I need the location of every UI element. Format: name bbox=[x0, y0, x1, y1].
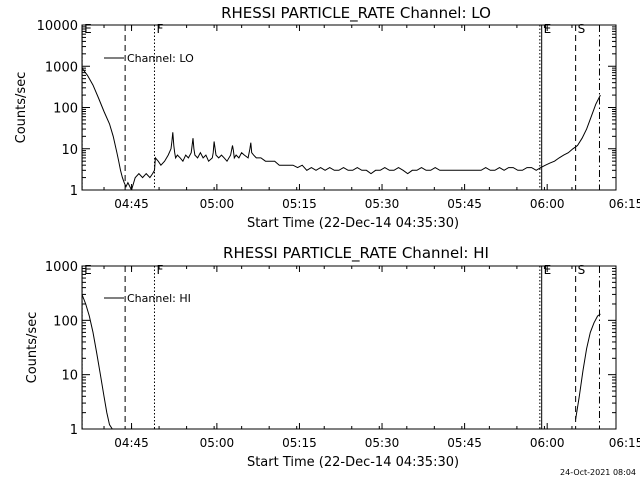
panel-2-y-axis-label: Counts/sec bbox=[25, 312, 40, 384]
panel-1-x-tick-label: 06:00 bbox=[530, 197, 565, 211]
panel-2-x-tick-label: 05:45 bbox=[447, 436, 482, 450]
panel-1-marker-label: F bbox=[156, 22, 163, 36]
panel-1-x-axis-label: Start Time (22-Dec-14 04:35:30) bbox=[247, 216, 459, 231]
panel-2-series-line bbox=[575, 313, 601, 420]
panel-1-marker-label: E bbox=[84, 22, 92, 36]
panel-2-x-axis-label: Start Time (22-Dec-14 04:35:30) bbox=[247, 455, 459, 470]
panel-1-x-tick-label: 05:30 bbox=[365, 197, 400, 211]
panel-1-x-tick-label: 06:15 bbox=[609, 197, 640, 211]
panel-2-x-tick-label: 05:30 bbox=[365, 436, 400, 450]
panel-1-x-tick-label: 05:00 bbox=[200, 197, 235, 211]
panel-1-y-axis-label: Counts/sec bbox=[14, 72, 29, 144]
panel-2-x-tick-label: 04:45 bbox=[114, 436, 149, 450]
panel-2-y-tick-label: 100 bbox=[53, 314, 78, 329]
panel-1-x-tick-label: 04:45 bbox=[114, 197, 149, 211]
panel-2-x-tick-label: 05:15 bbox=[282, 436, 317, 450]
panel-1-legend-label: Channel: LO bbox=[127, 52, 194, 65]
panel-1-series-line bbox=[82, 67, 601, 190]
panel-1-y-tick-label: 100 bbox=[53, 102, 78, 117]
panel-1-marker-label: E bbox=[544, 22, 552, 36]
panel-2-series-line bbox=[82, 294, 113, 429]
panel-2-y-tick-label: 1000 bbox=[45, 260, 78, 275]
footer-timestamp: 24-Oct-2021 08:04 bbox=[560, 468, 636, 477]
panel-2-title: RHESSI PARTICLE_RATE Channel: HI bbox=[223, 244, 489, 263]
panel-1-x-tick-label: 05:15 bbox=[282, 197, 317, 211]
panel-2-x-tick-label: 06:00 bbox=[530, 436, 565, 450]
panel-2-marker-label: E bbox=[84, 263, 92, 277]
panel-2-marker-label: S bbox=[578, 263, 586, 277]
panel-1-x-tick-label: 05:45 bbox=[447, 197, 482, 211]
panel-1-y-tick-label: 1000 bbox=[45, 60, 78, 75]
panel-2-x-tick-label: 05:00 bbox=[200, 436, 235, 450]
panel-2-y-tick-label: 1 bbox=[70, 423, 78, 438]
panel-2-legend-label: Channel: HI bbox=[127, 292, 191, 305]
panel-1-y-tick-label: 10000 bbox=[37, 19, 78, 34]
panel-1-y-tick-label: 1 bbox=[70, 184, 78, 199]
panel-2-marker-label: F bbox=[156, 263, 163, 277]
panel-1-marker-label: S bbox=[578, 22, 586, 36]
panel-2-y-tick-label: 10 bbox=[61, 369, 78, 384]
panel-2-marker-label: E bbox=[544, 263, 552, 277]
panel-1-y-tick-label: 10 bbox=[61, 143, 78, 158]
panel-1-title: RHESSI PARTICLE_RATE Channel: LO bbox=[221, 4, 491, 23]
panel-2-x-tick-label: 06:15 bbox=[609, 436, 640, 450]
